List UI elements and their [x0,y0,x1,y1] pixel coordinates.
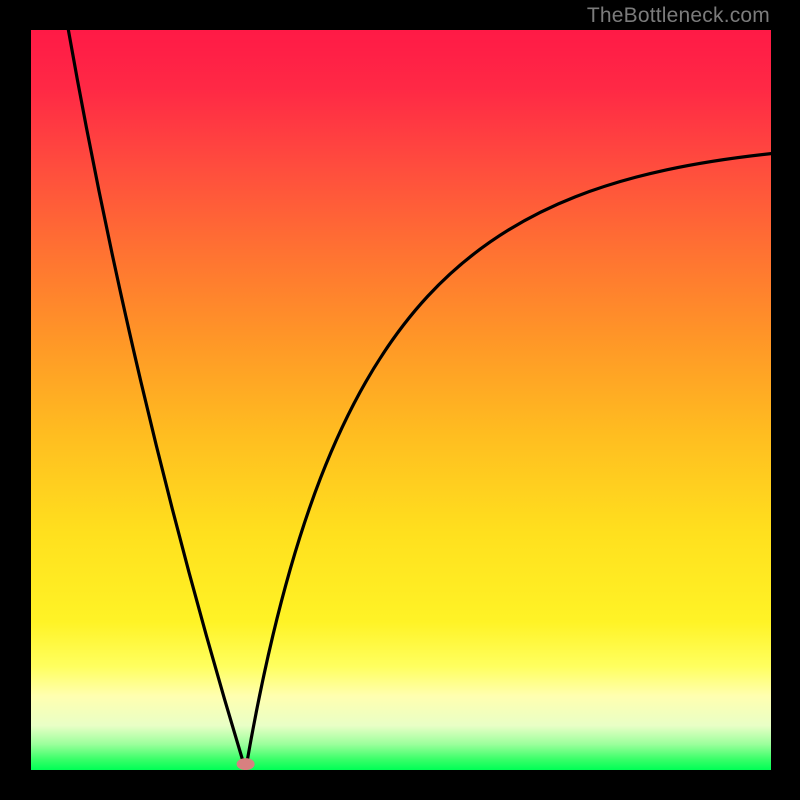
chart-container: TheBottleneck.com [0,0,800,800]
chart-background [31,30,771,770]
plot-area [31,30,771,770]
watermark-text: TheBottleneck.com [587,4,770,28]
notch-marker [237,758,255,770]
bottleneck-chart-svg [31,30,771,770]
